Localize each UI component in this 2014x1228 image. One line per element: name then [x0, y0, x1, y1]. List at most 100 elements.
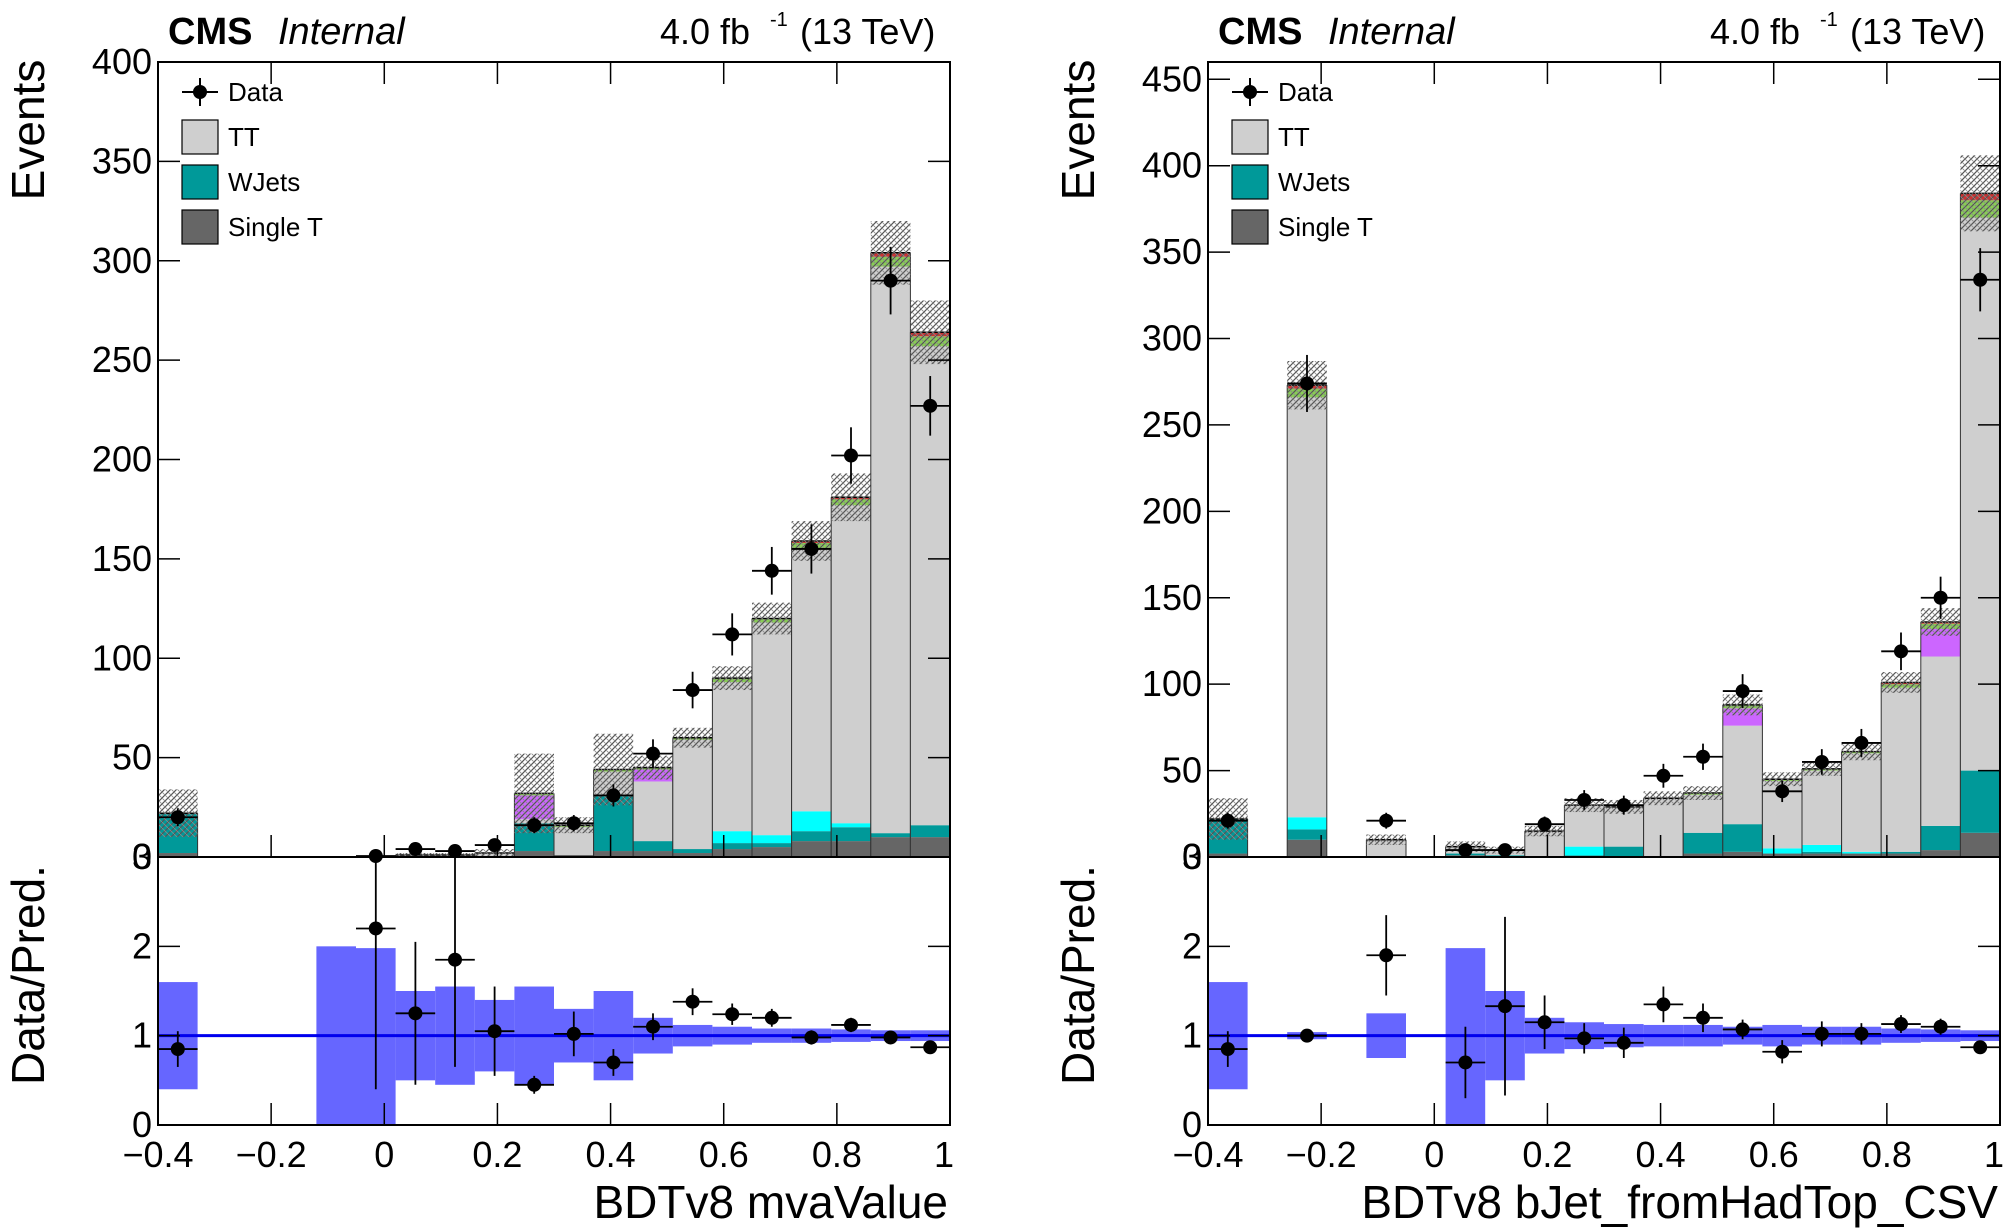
stack-bar-singlet [831, 841, 871, 857]
stack-bar-singlet [712, 849, 752, 857]
stack-bar-singlet [1287, 839, 1327, 857]
legend-label: Data [1278, 77, 1333, 107]
uncertainty-band [1881, 672, 1921, 693]
ratio-point [1933, 1019, 1948, 1034]
stack-bar-cyan [1802, 844, 1842, 852]
ratio-point [1577, 1031, 1592, 1046]
ratio-point [1220, 1042, 1235, 1057]
stack-bar-singlet [514, 851, 554, 857]
legend-data-marker [1243, 85, 1257, 99]
internal-label-right: Internal [1328, 11, 1456, 53]
stack-bar-tt [672, 739, 713, 850]
x-axis-title-right: BDTv8 bJet_fromHadTop_CSV [1361, 1176, 1998, 1228]
stack-bar-singlet [1881, 853, 1921, 857]
lumi-superscript-left: -1 [770, 9, 788, 31]
stack-bar-wjets [1287, 829, 1327, 840]
panel-left: CMS Internal 4.0 fb -1 (13 TeV) 05010015… [2, 9, 954, 1228]
ratio-point [1498, 999, 1512, 1014]
x-tick-label: 1 [934, 1134, 954, 1175]
y-tick-label: 450 [1142, 58, 1202, 99]
y-tick-label: 250 [92, 339, 152, 380]
data-point [883, 273, 898, 288]
y-tick-label: 400 [1142, 145, 1202, 186]
stack-bar-tt [791, 548, 832, 812]
ratio-point [527, 1077, 542, 1092]
data-point [566, 816, 581, 831]
x-tick-label: −0.4 [1172, 1134, 1243, 1175]
ratio-point [1735, 1022, 1750, 1037]
x-tick-label: 0.8 [812, 1134, 862, 1175]
ratio-y-tick-label: 1 [1182, 1015, 1202, 1056]
energy-label-right: (13 TeV) [1850, 11, 1985, 52]
stack-bar-wjets [1881, 851, 1921, 854]
ratio-point [883, 1030, 898, 1045]
ratio-point [764, 1010, 779, 1025]
stack-bar-wjets [831, 827, 871, 842]
stack-bar-singlet [1208, 853, 1248, 857]
y-tick-label: 350 [1142, 231, 1202, 272]
uncertainty-band [672, 727, 713, 748]
stack-bar-wjets [752, 843, 792, 848]
energy-label-left: (13 TeV) [800, 11, 935, 52]
stack-bar-singlet [1960, 832, 2000, 857]
panel-right: CMS Internal 4.0 fb -1 (13 TeV) 05010015… [1052, 9, 2004, 1228]
ratio-point [1656, 997, 1671, 1012]
ratio-point [1379, 948, 1394, 963]
ratio-point [646, 1019, 660, 1034]
legend-label: TT [1278, 122, 1310, 152]
legend-label: TT [228, 122, 260, 152]
stack-bar-wjets [672, 849, 713, 854]
legend-label: WJets [228, 167, 300, 197]
y-tick-label: 300 [92, 240, 152, 281]
stack-bar-wjets [712, 843, 752, 850]
x-tick-label: −0.4 [122, 1134, 193, 1175]
y-tick-label: 0 [132, 836, 152, 877]
stack-bar-tt [1643, 798, 1684, 857]
x-tick-label: 0 [374, 1134, 394, 1175]
lumi-label-right: 4.0 fb -1 (13 TeV) [1710, 9, 1985, 52]
stack-edge-line [1286, 385, 1328, 857]
y-axis-title-left: Events [2, 60, 54, 201]
data-point [1220, 813, 1235, 828]
stack-bar-wjets [1920, 825, 1961, 851]
x-tick-label: −0.2 [1286, 1134, 1357, 1175]
legend-swatch [1231, 164, 1269, 200]
legend-swatch [1231, 119, 1269, 155]
x-tick-label: −0.2 [236, 1134, 307, 1175]
stack-bar-singlet [752, 847, 792, 857]
internal-label-left: Internal [278, 11, 406, 53]
ratio-point [804, 1030, 819, 1045]
stack-bar-tt [831, 505, 871, 824]
stack-bar-wjets [910, 825, 950, 838]
ratio-point [408, 1006, 423, 1021]
uncertainty-band [910, 300, 950, 365]
data-point [408, 842, 423, 857]
data-point [527, 818, 542, 833]
y-tick-label: 50 [112, 737, 152, 778]
stack-bar-singlet [672, 853, 713, 857]
stack-bar-wjets [633, 841, 673, 852]
stack-bar-wjets [1802, 851, 1842, 854]
data-point [1616, 798, 1631, 813]
uncertainty-band [1366, 834, 1406, 845]
stack-bar-singlet [1920, 850, 1961, 857]
y-tick-label: 350 [92, 140, 152, 181]
stack-bar-cyan [791, 811, 832, 832]
ratio-point [923, 1040, 938, 1055]
legend-label: Single T [1278, 212, 1373, 242]
stack-bar-tt [1722, 725, 1763, 825]
stack-bar-tt [870, 266, 911, 834]
ratio-point [1973, 1040, 1988, 1055]
data-point [1656, 768, 1671, 783]
stack-bar-cyan [1841, 851, 1882, 854]
data-point [923, 398, 938, 413]
ratio-axis-title-right: Data/Pred. [1052, 865, 1104, 1085]
stack-bar-singlet [1762, 853, 1802, 857]
uncertainty-band [752, 602, 792, 635]
stack-bar-tt [1683, 794, 1723, 833]
data-point [487, 838, 502, 853]
ratio-point [1616, 1035, 1631, 1050]
lumi-value-left: 4.0 fb [660, 11, 750, 52]
ratio-plot-left: 0 1 2 3 −0.4 −0.2 0 0.2 0.4 0.6 0.8 1 [122, 836, 954, 1175]
